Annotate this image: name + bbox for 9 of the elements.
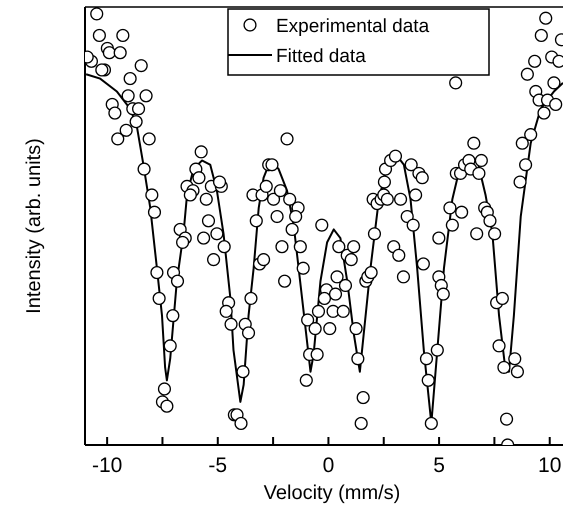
x-tick-label: -5 [208, 454, 228, 477]
y-axis-title: Intensity (arb. units) [23, 138, 45, 314]
x-tick-label: 5 [433, 454, 445, 477]
legend-label: Experimental data [276, 16, 430, 37]
x-axis-title: Velocity (mm/s) [264, 482, 400, 504]
legend-label: Fitted data [276, 46, 366, 67]
x-tick-label: 10 [538, 454, 562, 477]
x-tick-label: 0 [322, 454, 334, 477]
x-tick-label: -10 [92, 454, 122, 477]
